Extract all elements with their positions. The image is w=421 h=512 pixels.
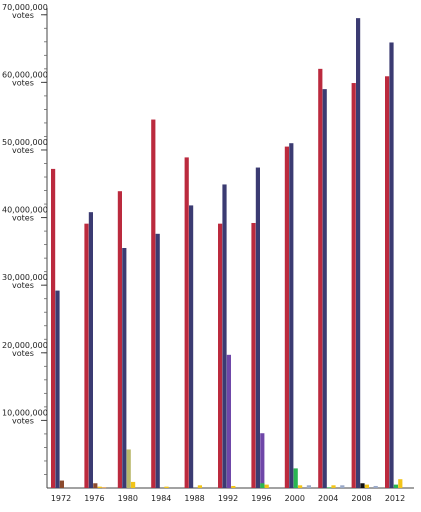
x-tick-label: 2012 xyxy=(385,494,405,503)
y-tick-unit-label: votes xyxy=(12,146,34,155)
bar-1980-series-1 xyxy=(117,191,122,488)
y-tick-label: 30,000,000 xyxy=(2,273,48,282)
bar-1976-series-2 xyxy=(88,212,93,489)
y-axis: 10,000,000votes20,000,000votes30,000,000… xyxy=(2,3,48,488)
x-tick-label: 1992 xyxy=(218,494,238,503)
bar-1984-series-8 xyxy=(164,486,169,488)
x-tick-label: 1988 xyxy=(184,494,204,503)
bar-2004-series-5 xyxy=(327,487,332,489)
x-tick-label: 2000 xyxy=(285,494,305,503)
x-axis: 1972 1976 1980 1984 1988 1992 1996 2000 2004 2008… xyxy=(47,487,414,503)
bar-2008-series-1 xyxy=(351,83,356,489)
bar-1972-series-2 xyxy=(55,290,60,488)
y-tick-label: 70,000,000 xyxy=(2,3,48,12)
bar-2000-series-10 xyxy=(306,485,311,488)
bar-1976-series-9 xyxy=(102,487,107,489)
bar-2012-series-5 xyxy=(393,484,398,488)
bar-2012-series-8 xyxy=(398,479,403,488)
bar-1992-series-8 xyxy=(231,485,236,488)
bar-1972-series-1 xyxy=(51,168,56,488)
bar-2004-series-1 xyxy=(318,68,323,489)
bar-2004-series-8 xyxy=(331,485,336,488)
y-tick-unit-label: votes xyxy=(12,281,34,290)
bar-1976-series-1 xyxy=(84,223,89,488)
bar-1996-series-2 xyxy=(255,167,260,488)
bar-1992-series-2 xyxy=(222,184,227,489)
bar-2004-series-10 xyxy=(340,485,345,488)
bar-2004-series-2 xyxy=(322,89,327,488)
y-tick-label: 20,000,000 xyxy=(2,341,48,350)
bar-1996-series-1 xyxy=(251,222,256,489)
x-tick-label: 2004 xyxy=(318,494,338,503)
y-tick-label: 60,000,000 xyxy=(2,70,48,79)
bars xyxy=(51,18,403,489)
bar-2008-series-2 xyxy=(356,18,361,489)
y-tick-unit-label: votes xyxy=(12,349,34,358)
y-tick-unit-label: votes xyxy=(12,11,34,20)
y-tick-label: 40,000,000 xyxy=(2,206,48,215)
y-tick-label: 50,000,000 xyxy=(2,138,48,147)
bar-1980-series-8 xyxy=(131,481,136,488)
bar-1972-series-7 xyxy=(59,480,64,488)
y-tick-unit-label: votes xyxy=(12,78,34,87)
bar-1996-series-8 xyxy=(264,484,269,488)
bar-2008-series-8 xyxy=(364,484,369,488)
bar-1996-series-5 xyxy=(260,483,265,488)
bar-2008-series-6 xyxy=(360,483,365,488)
bar-2000-series-1 xyxy=(284,146,289,488)
x-tick-label: 2008 xyxy=(351,494,371,503)
bar-1992-series-3 xyxy=(226,354,231,488)
bar-1988-series-1 xyxy=(184,157,189,488)
bar-2012-series-2 xyxy=(389,42,394,488)
y-tick-unit-label: votes xyxy=(12,214,34,223)
bar-1980-series-2 xyxy=(122,248,127,488)
y-tick-unit-label: votes xyxy=(12,416,34,425)
bar-1984-series-2 xyxy=(155,233,160,488)
x-tick-label: 1980 xyxy=(118,494,138,503)
x-tick-label: 1984 xyxy=(151,494,171,503)
bar-2000-series-2 xyxy=(289,143,294,488)
bar-1976-series-8 xyxy=(97,486,102,488)
x-tick-label: 1996 xyxy=(251,494,271,503)
x-tick-label: 1972 xyxy=(51,494,71,503)
y-tick-label: 10,000,000 xyxy=(2,408,48,417)
bar-1996-series-3 xyxy=(260,433,265,488)
x-tick-label: 1976 xyxy=(84,494,104,503)
bar-1976-series-7 xyxy=(93,483,98,488)
bar-1984-series-1 xyxy=(151,119,156,489)
bar-1988-series-8 xyxy=(197,485,202,488)
bar-2008-series-10 xyxy=(373,485,378,488)
bar-2000-series-8 xyxy=(298,485,303,488)
bar-1992-series-1 xyxy=(218,223,223,488)
bar-2012-series-1 xyxy=(385,76,390,489)
bar-1988-series-2 xyxy=(189,205,194,488)
bar-2000-series-5 xyxy=(293,468,298,488)
bar-1980-series-4 xyxy=(126,449,131,488)
